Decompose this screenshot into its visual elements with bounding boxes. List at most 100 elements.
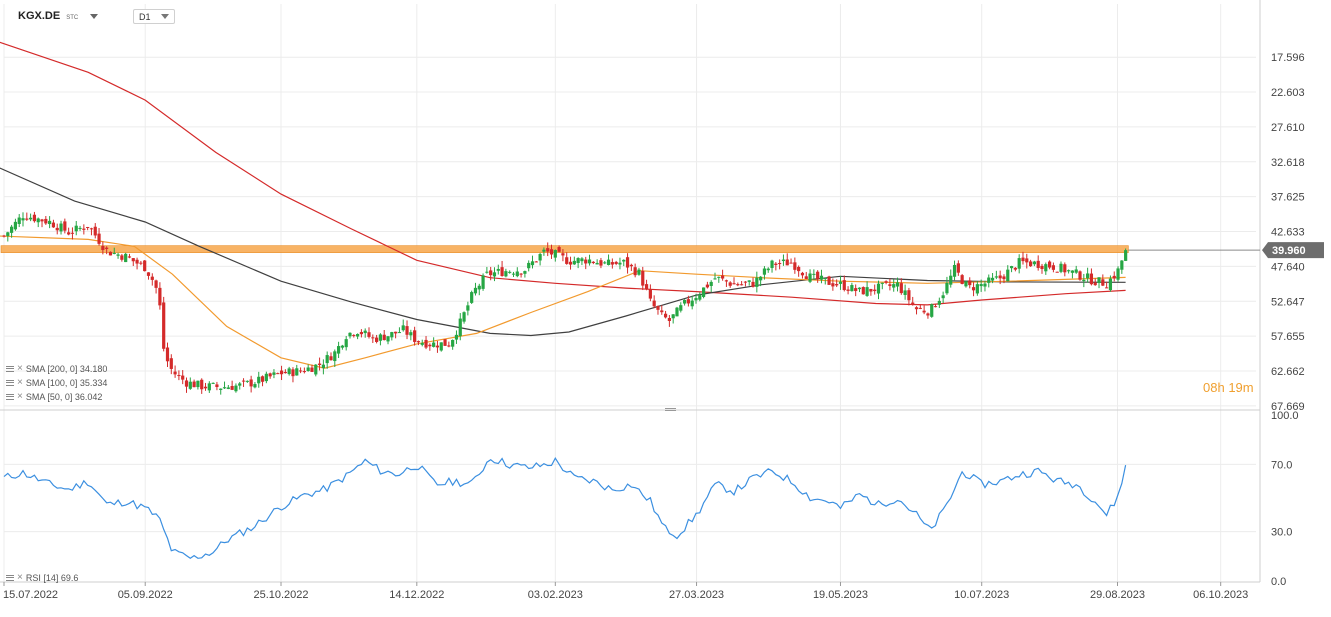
candle-body	[470, 292, 474, 303]
candle-body	[443, 339, 447, 346]
candle-body	[561, 253, 565, 256]
candle-body	[546, 248, 550, 252]
candle-body	[743, 281, 748, 283]
grid	[0, 0, 1261, 583]
candle-body	[865, 287, 869, 296]
candle-body	[367, 332, 371, 337]
candle-body	[173, 371, 177, 375]
candle-body	[1055, 271, 1059, 273]
candle-body	[1006, 269, 1010, 282]
close-icon[interactable]: ×	[17, 391, 23, 402]
chevron-down-icon[interactable]	[90, 13, 99, 19]
candle-body	[295, 368, 299, 376]
candle-body	[652, 300, 656, 307]
candle-body	[876, 283, 881, 294]
candle-body	[705, 284, 710, 288]
candle-body	[359, 332, 364, 335]
candle-body	[97, 233, 101, 244]
candle-body	[93, 226, 97, 236]
candle-body	[1078, 271, 1082, 280]
candle-body	[131, 258, 135, 262]
candle-body	[599, 260, 603, 266]
candle-body	[1013, 267, 1017, 270]
chevron-down-icon[interactable]	[161, 14, 169, 19]
close-icon[interactable]: ×	[17, 377, 23, 388]
candle-body	[1112, 275, 1116, 279]
candle-body	[660, 310, 664, 313]
candle-body	[241, 380, 246, 382]
candle-body	[382, 334, 386, 341]
price-tick-label: 57.655	[1271, 331, 1305, 343]
candle-body	[279, 370, 284, 375]
candle-body	[538, 254, 542, 261]
candle-body	[766, 268, 770, 271]
legend-rsi: × RSI [14] 69.6	[6, 573, 78, 583]
close-icon[interactable]: ×	[17, 572, 23, 583]
candle-body	[447, 345, 451, 347]
timeframe-select[interactable]: D1	[133, 9, 175, 24]
menu-icon[interactable]	[6, 366, 14, 372]
legend-rsi-label: RSI [14] 69.6	[25, 573, 79, 583]
candle-body	[378, 334, 383, 341]
candle-body	[473, 287, 478, 294]
candle-body	[21, 218, 25, 221]
candle-body	[656, 306, 660, 310]
candles	[2, 211, 1128, 395]
panel-resize-handle[interactable]	[665, 408, 676, 411]
candle-body	[918, 307, 922, 309]
candle-body	[1093, 282, 1097, 286]
candle-body	[226, 387, 230, 389]
candle-body	[698, 294, 702, 300]
price-tick-label: 47.640	[1271, 261, 1305, 273]
candle-body	[74, 225, 78, 232]
menu-icon[interactable]	[6, 394, 14, 400]
candle-body	[249, 379, 253, 387]
candle-body	[565, 257, 569, 264]
time-axis[interactable]: 15.07.2022 05.09.2022 25.10.2022 14.12.2022…	[3, 582, 1248, 601]
candle-body	[709, 281, 713, 286]
candle-body	[1021, 257, 1025, 262]
candle-body	[633, 267, 637, 276]
symbol-selector[interactable]: KGX.DE STC	[18, 10, 99, 22]
candle-body	[755, 277, 759, 287]
x-tick-label: 05.09.2022	[118, 589, 173, 601]
candle-body	[32, 214, 37, 222]
candle-body	[797, 266, 801, 272]
price-axis[interactable]: 67.669 62.662 57.655 52.647 47.640 42.633 37.6…	[1128, 52, 1324, 413]
candle-body	[2, 235, 6, 237]
candle-body	[869, 288, 873, 292]
candle-body	[644, 284, 649, 290]
candle-body	[203, 386, 208, 389]
price-tick-label: 37.625	[1271, 192, 1305, 204]
candle-body	[572, 260, 576, 265]
menu-icon[interactable]	[6, 380, 14, 386]
candle-body	[1044, 264, 1048, 272]
rsi-tick-label: 70.0	[1271, 459, 1292, 471]
sma-lines	[0, 41, 1126, 369]
candle-body	[432, 342, 436, 347]
menu-icon[interactable]	[6, 575, 14, 581]
candle-body	[283, 371, 287, 374]
candle-body	[762, 268, 767, 275]
candle-body	[1032, 261, 1036, 265]
candle-body	[504, 271, 508, 277]
candle-body	[587, 259, 592, 264]
candle-body	[1116, 268, 1120, 280]
legend-sma200: × SMA [200, 0] 34.180	[6, 364, 107, 374]
candle-body	[842, 280, 846, 291]
rsi-tick-label: 30.0	[1271, 527, 1292, 539]
candle-body	[519, 273, 523, 275]
candle-body	[86, 226, 90, 228]
x-tick-label: 03.02.2023	[528, 589, 583, 601]
rsi-panel: 100.0 70.0 30.0 0.0	[3, 410, 1299, 588]
candle-body	[413, 330, 417, 342]
candle-body	[451, 339, 455, 347]
candle-body	[340, 345, 344, 348]
close-icon[interactable]: ×	[17, 363, 23, 374]
candle-body	[793, 262, 797, 270]
candle-body	[1017, 258, 1021, 269]
candle-body	[169, 358, 173, 369]
price-tick-label: 62.662	[1271, 366, 1305, 378]
